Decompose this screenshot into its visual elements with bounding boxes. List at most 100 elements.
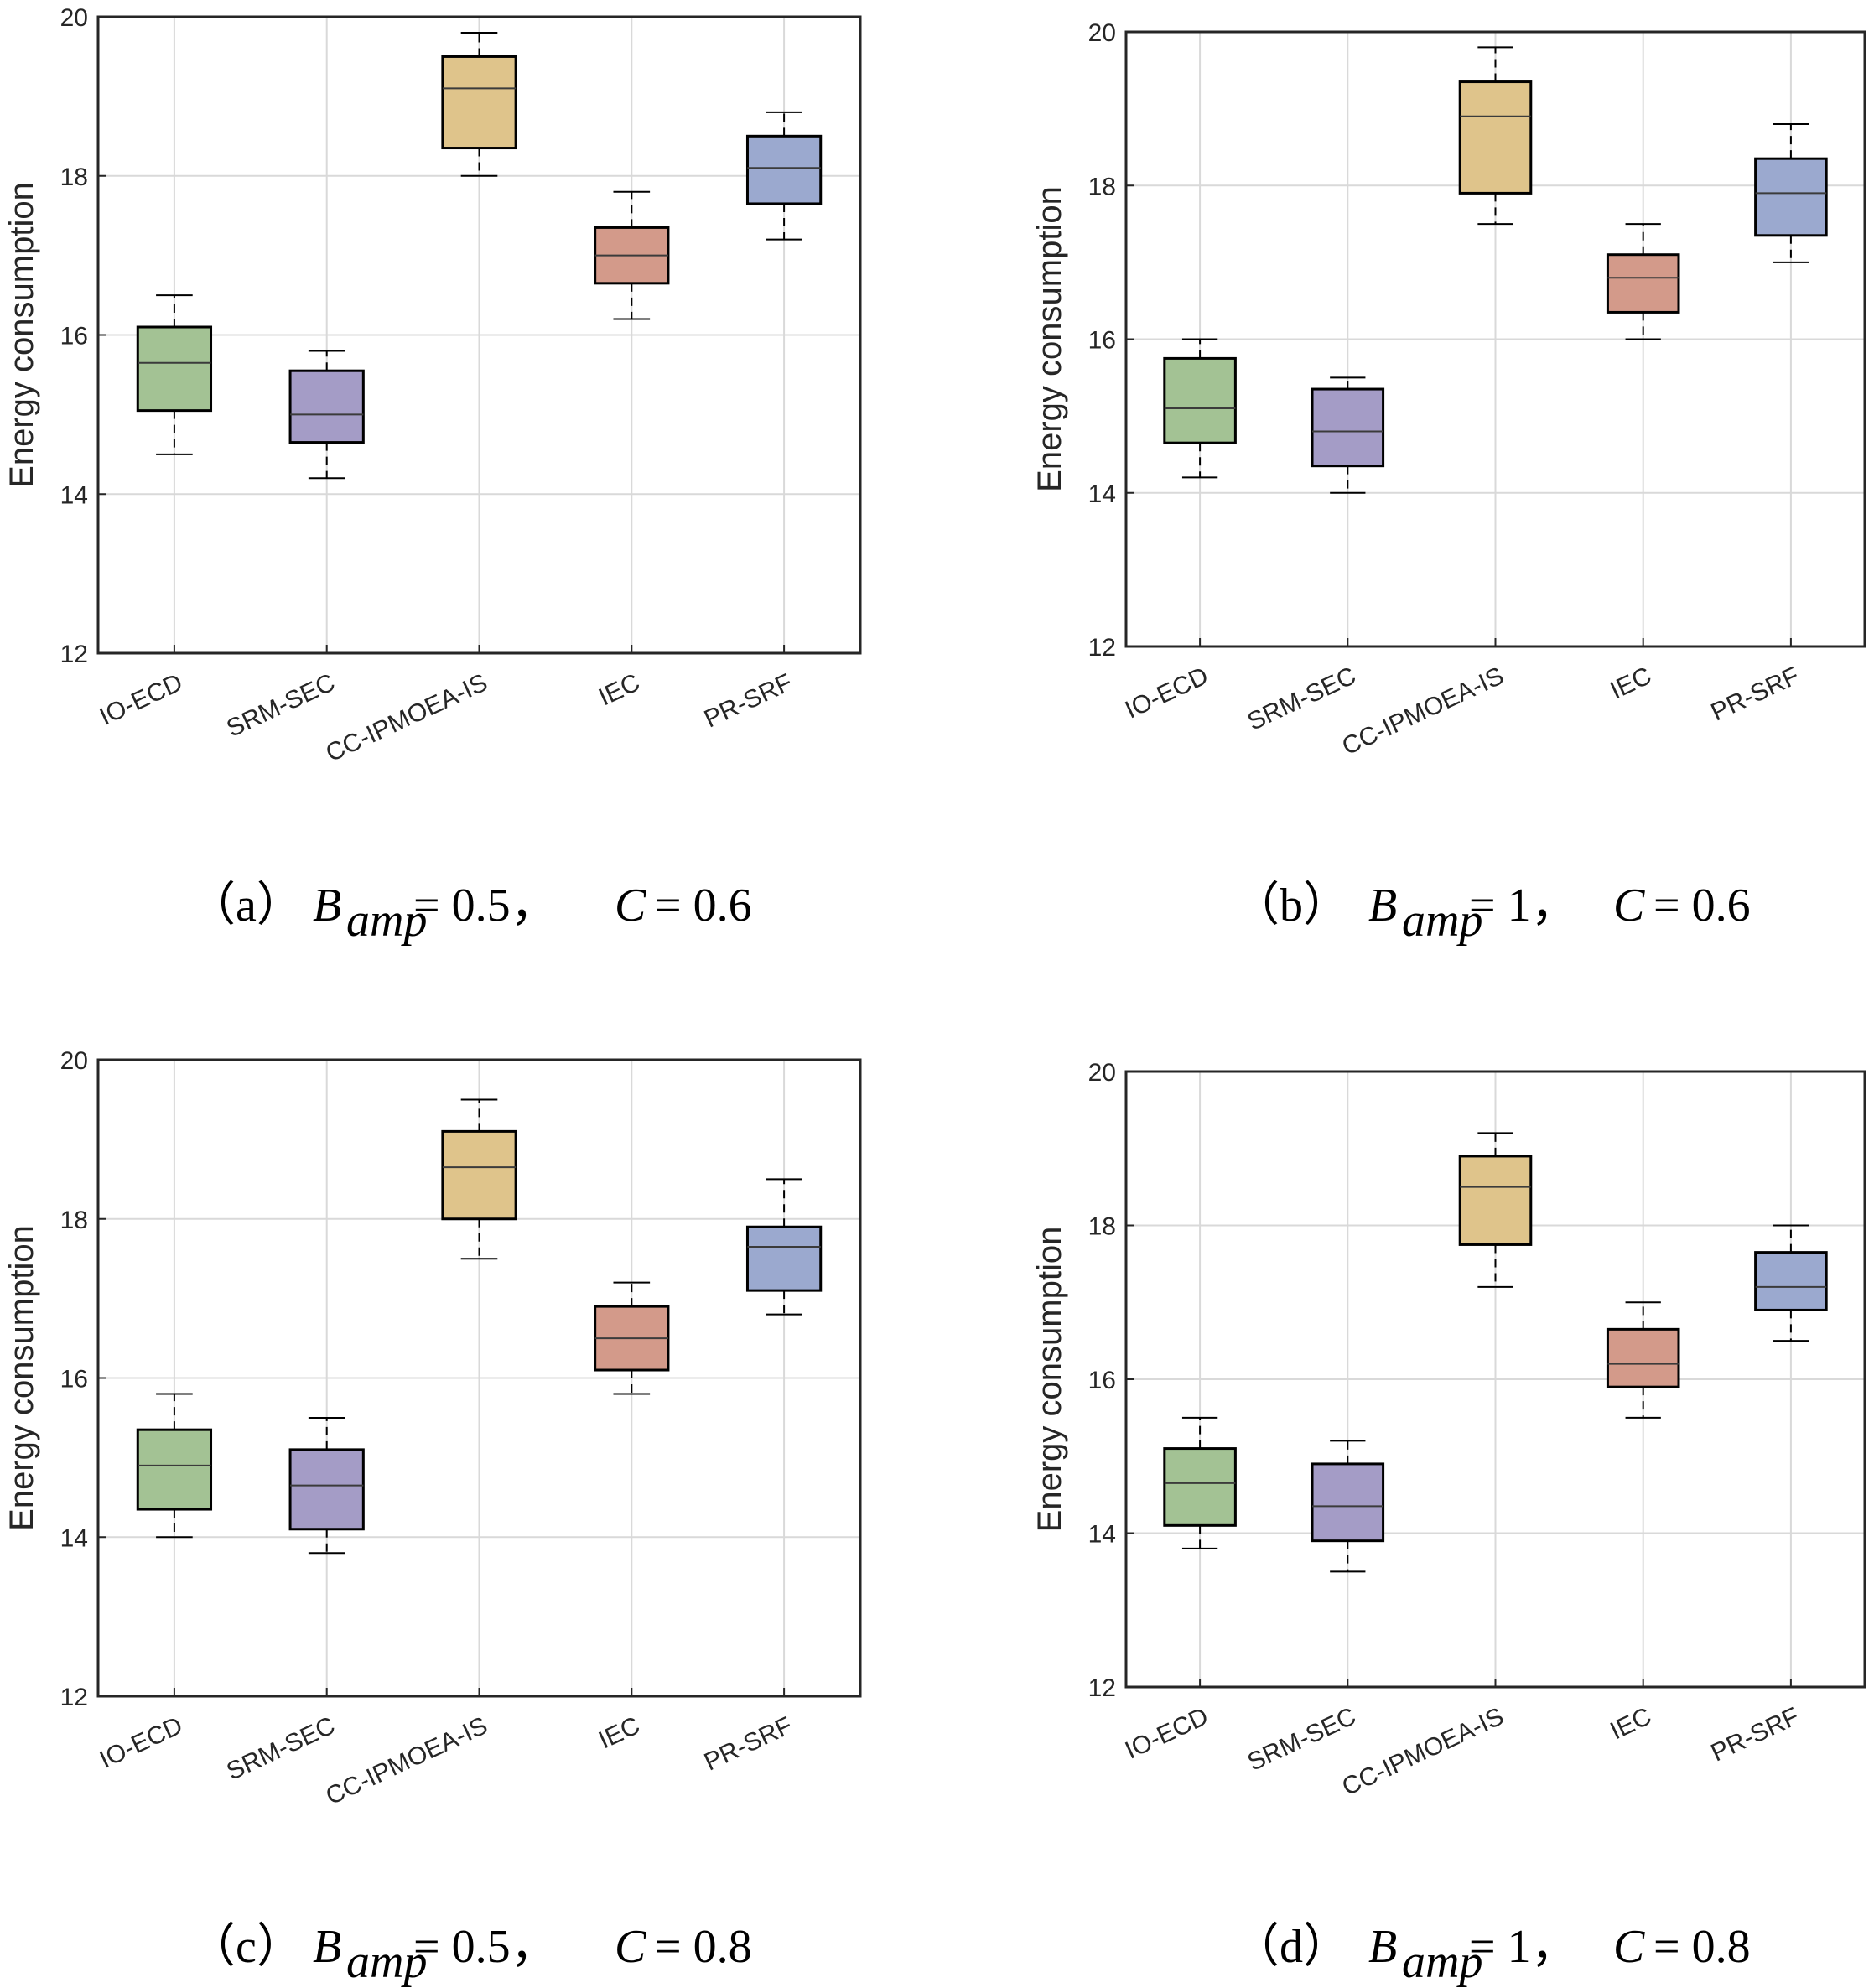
x-tick-label: PR-SRF — [700, 668, 797, 733]
x-tick-label: PR-SRF — [1707, 1702, 1804, 1767]
box-iec — [1606, 1301, 1680, 1419]
iqr-box — [1606, 1327, 1680, 1388]
y-tick-label: 20 — [1088, 19, 1116, 47]
iqr-box — [745, 134, 823, 205]
x-tick-label: IEC — [594, 1711, 644, 1754]
y-tick-label: 14 — [60, 1524, 88, 1552]
iqr-box — [745, 1225, 823, 1292]
box-io-ecd — [1163, 1416, 1237, 1549]
box-pr-srf — [1754, 122, 1828, 263]
box-pr-srf — [745, 111, 823, 241]
iqr-box — [136, 1428, 213, 1511]
caption-b-var: B — [313, 880, 341, 932]
caption-c-eq: = 0.6 — [655, 880, 752, 932]
x-tick-label: CC-IPMOEA-IS — [322, 1711, 492, 1810]
caption-b-eq: = 1， — [1469, 1921, 1578, 1973]
caption-c-var: C — [615, 1921, 646, 1973]
y-tick-label: 18 — [1088, 173, 1116, 200]
x-tick-label: IEC — [594, 668, 644, 711]
y-tick-label: 14 — [60, 481, 88, 509]
y-tick-label: 20 — [60, 4, 88, 32]
iqr-box — [1606, 253, 1680, 314]
caption-label: （c） — [189, 1921, 304, 1973]
y-tick-label: 18 — [60, 164, 88, 191]
caption-b-eq: = 1， — [1469, 880, 1578, 932]
caption-c-eq: = 0.8 — [655, 1921, 752, 1973]
y-tick-label: 12 — [1088, 634, 1116, 662]
iqr-box — [1311, 1462, 1385, 1543]
caption-b-var: B — [1368, 1921, 1397, 1973]
box-pr-srf — [1754, 1224, 1828, 1342]
x-tick-label: IO-ECD — [1121, 1702, 1212, 1764]
x-tick-label: CC-IPMOEA-IS — [1338, 662, 1508, 760]
iqr-box — [1163, 1447, 1237, 1527]
iqr-box — [441, 1129, 517, 1221]
iqr-box — [288, 1448, 365, 1531]
caption-b-sub: amp — [346, 1936, 427, 1988]
x-tick-label: IEC — [1606, 1702, 1655, 1745]
x-tick-label: IO-ECD — [96, 668, 187, 730]
box-iec — [594, 190, 670, 320]
x-tick-label: SRM-SEC — [1243, 662, 1360, 735]
box-pr-srf — [745, 1178, 823, 1316]
x-tick-label: CC-IPMOEA-IS — [322, 668, 492, 767]
iqr-box — [1458, 80, 1533, 195]
x-tick-label: IEC — [1606, 662, 1655, 704]
y-axis-label: Energy consumption — [1031, 1227, 1068, 1533]
y-tick-label: 14 — [1088, 480, 1116, 508]
caption-label: （d） — [1233, 1921, 1350, 1973]
box-cc-ipmoea-is — [1458, 46, 1533, 226]
x-tick-label: SRM-SEC — [1243, 1702, 1360, 1776]
x-tick-label: SRM-SEC — [222, 1711, 339, 1785]
box-srm-sec — [288, 350, 365, 480]
y-tick-label: 18 — [1088, 1213, 1116, 1241]
caption-c-var: C — [1613, 880, 1645, 932]
y-axis-label: Energy consumption — [3, 182, 40, 488]
x-tick-label: SRM-SEC — [222, 668, 339, 742]
caption-c-eq: = 0.8 — [1653, 1921, 1751, 1973]
box-srm-sec — [1311, 1440, 1385, 1573]
box-srm-sec — [288, 1416, 365, 1555]
y-axis-label: Energy consumption — [1031, 186, 1068, 492]
iqr-box — [1163, 356, 1237, 444]
box-io-ecd — [136, 294, 213, 455]
iqr-box — [1458, 1155, 1533, 1246]
y-tick-label: 20 — [60, 1047, 88, 1075]
y-tick-label: 16 — [1088, 1367, 1116, 1394]
caption-label: （a） — [189, 880, 304, 932]
box-io-ecd — [1163, 338, 1237, 479]
iqr-box — [441, 55, 517, 150]
box-srm-sec — [1311, 376, 1385, 494]
iqr-box — [136, 325, 213, 413]
caption-b-sub: amp — [346, 895, 427, 947]
x-tick-label: IO-ECD — [1121, 662, 1212, 724]
caption-b-sub: amp — [1402, 895, 1482, 947]
iqr-box — [1754, 1251, 1828, 1311]
caption-b-eq: = 0.5， — [413, 1921, 558, 1973]
y-tick-label: 18 — [60, 1207, 88, 1234]
box-io-ecd — [136, 1393, 213, 1539]
caption-b-var: B — [1368, 880, 1397, 932]
y-axis-label: Energy consumption — [3, 1225, 40, 1531]
y-tick-label: 20 — [1088, 1059, 1116, 1087]
caption-b-var: B — [313, 1921, 341, 1973]
caption-label: （b） — [1233, 880, 1350, 932]
y-tick-label: 12 — [60, 641, 88, 668]
y-tick-label: 16 — [60, 323, 88, 350]
x-tick-label: CC-IPMOEA-IS — [1338, 1702, 1508, 1801]
y-tick-label: 12 — [1088, 1674, 1116, 1702]
y-tick-label: 16 — [1088, 327, 1116, 355]
y-tick-label: 14 — [1088, 1521, 1116, 1549]
iqr-box — [1311, 387, 1385, 468]
caption-c-var: C — [615, 880, 646, 932]
caption-b-sub: amp — [1402, 1936, 1482, 1988]
y-tick-label: 12 — [60, 1684, 88, 1711]
caption-c-eq: = 0.6 — [1653, 880, 1751, 932]
